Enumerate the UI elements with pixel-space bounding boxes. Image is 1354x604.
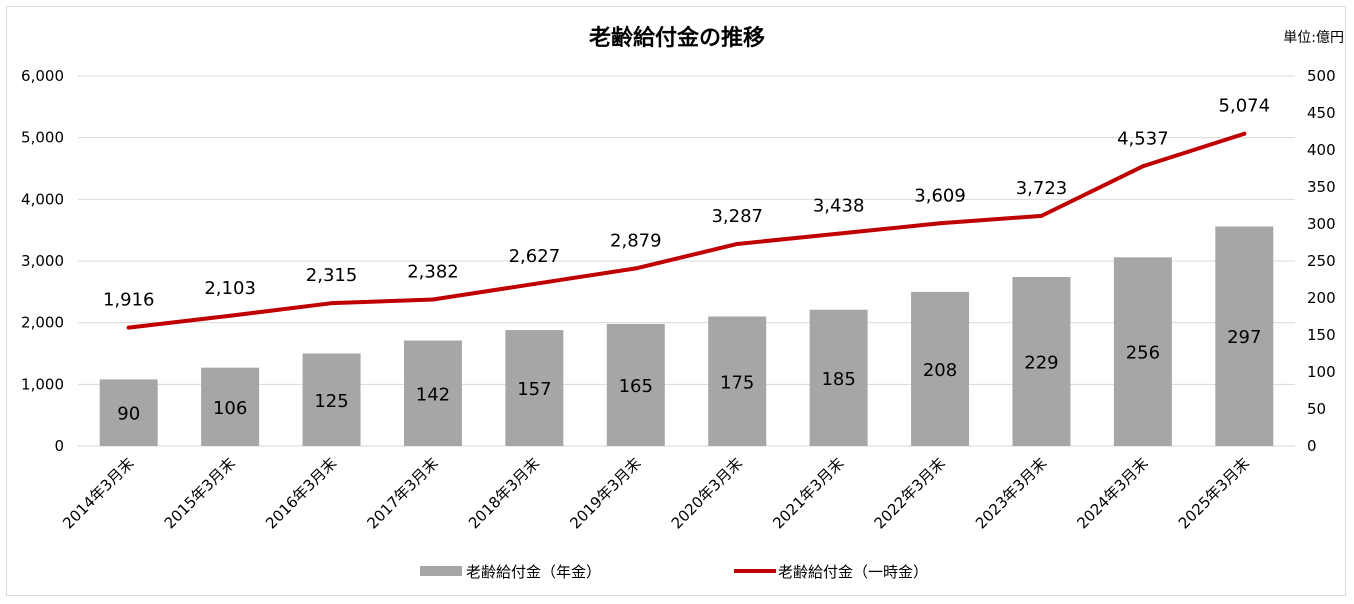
bar-data-label: 208 [923,360,957,381]
line-data-label: 5,074 [1219,96,1271,117]
x-tick-label: 2016年3月末 [262,454,340,532]
right-tick-label: 500 [1307,67,1336,85]
left-tick-label: 2,000 [21,314,64,332]
line-point [938,221,943,226]
bar [201,367,260,446]
bar-data-label: 185 [821,369,855,390]
bar-data-label: 256 [1126,343,1160,364]
right-tick-label: 350 [1307,178,1336,196]
x-tick-label: 2022年3月末 [871,454,949,532]
bar-data-label: 142 [416,384,450,405]
line-point [1039,213,1044,218]
line-data-label: 2,879 [610,230,662,251]
right-tick-label: 150 [1307,326,1336,344]
legend-line-label: 老齢給付金（一時金） [778,563,928,581]
right-tick-label: 400 [1307,141,1336,159]
bar-data-label: 125 [314,391,348,412]
chart-frame [6,6,1346,596]
bar [809,309,868,446]
x-tick-label: 2018年3月末 [465,454,543,532]
line-data-label: 2,627 [509,246,561,267]
line-data-label: 3,723 [1016,178,1068,199]
left-tick-label: 1,000 [21,375,64,393]
x-tick-label: 2024年3月末 [1073,454,1151,532]
left-tick-label: 0 [54,437,64,455]
left-tick-label: 6,000 [21,67,64,85]
right-tick-label: 250 [1307,252,1336,270]
line-data-label: 1,916 [103,290,155,311]
bar-data-label: 229 [1024,353,1058,374]
line-data-label: 3,287 [711,206,763,227]
right-tick-label: 300 [1307,215,1336,233]
line-data-label: 2,382 [407,261,459,282]
line-point [329,301,334,306]
x-tick-label: 2017年3月末 [363,454,441,532]
x-tick-label: 2020年3月末 [668,454,746,532]
right-axis-ticks: 0 50 100 150 200 250 300 350 400 450 500 [1307,67,1336,455]
line-point [633,266,638,271]
right-tick-label: 200 [1307,289,1336,307]
bar-data-label: 165 [619,376,653,397]
left-tick-label: 5,000 [21,129,64,147]
left-tick-label: 4,000 [21,190,64,208]
line-point [532,281,537,286]
bar-data-label: 106 [213,398,247,419]
line-point [836,231,841,236]
bar [1113,257,1172,446]
x-tick-label: 2023年3月末 [972,454,1050,532]
bar [302,353,361,446]
bar [606,323,665,446]
right-tick-label: 50 [1307,400,1326,418]
right-tick-label: 100 [1307,363,1336,381]
bar-data-label: 90 [117,404,140,425]
line-series: 1,916 2,103 2,315 2,382 2,627 2,879 3,287 3,438… [103,96,1270,330]
x-tick-label: 2021年3月末 [769,454,847,532]
unit-label: 単位:億円 [1283,30,1344,46]
bar [99,379,158,446]
x-tick-label: 2014年3月末 [59,454,137,532]
gridlines [78,75,1295,447]
bar [1215,226,1274,446]
chart-title: 老齢給付金の推移 [588,25,765,51]
bar [708,316,767,446]
x-tick-label: 2015年3月末 [161,454,239,532]
legend-bar-swatch [420,566,462,576]
line-data-label: 2,103 [204,278,256,299]
line-point [430,297,435,302]
line-point [735,241,740,246]
bar-series: 90 106 125 142 157 165 175 185 208 229 256 297 [99,226,1274,446]
x-tick-label: 2025年3月末 [1175,454,1253,532]
left-tick-label: 3,000 [21,252,64,270]
line-point [126,325,131,330]
x-tick-label: 2019年3月末 [566,454,644,532]
right-tick-label: 450 [1307,104,1336,122]
legend-bar-label: 老齢給付金（年金） [466,563,601,581]
bar [1012,277,1071,446]
line-data-label: 3,438 [813,196,865,217]
line-data-label: 2,315 [306,265,358,286]
bar [505,330,564,446]
line-data-label: 3,609 [914,185,966,206]
x-axis-labels: 2014年3月末 2015年3月末 2016年3月末 2017年3月末 2018年3月末… [59,454,1253,532]
legend: 老齢給付金（年金） 老齢給付金（一時金） [420,563,928,581]
left-axis-ticks: 0 1,000 2,000 3,000 4,000 5,000 6,000 [21,67,64,455]
right-tick-label: 0 [1307,437,1317,455]
bar-data-label: 157 [517,379,551,400]
line-point [1242,131,1247,136]
bar [911,291,970,446]
line-point [228,313,233,318]
line-point [1140,164,1145,169]
bar-data-label: 175 [720,372,754,393]
bar [403,340,462,446]
bar-data-label: 297 [1227,327,1261,348]
line-path [126,131,1247,330]
line-data-label: 4,537 [1117,128,1169,149]
